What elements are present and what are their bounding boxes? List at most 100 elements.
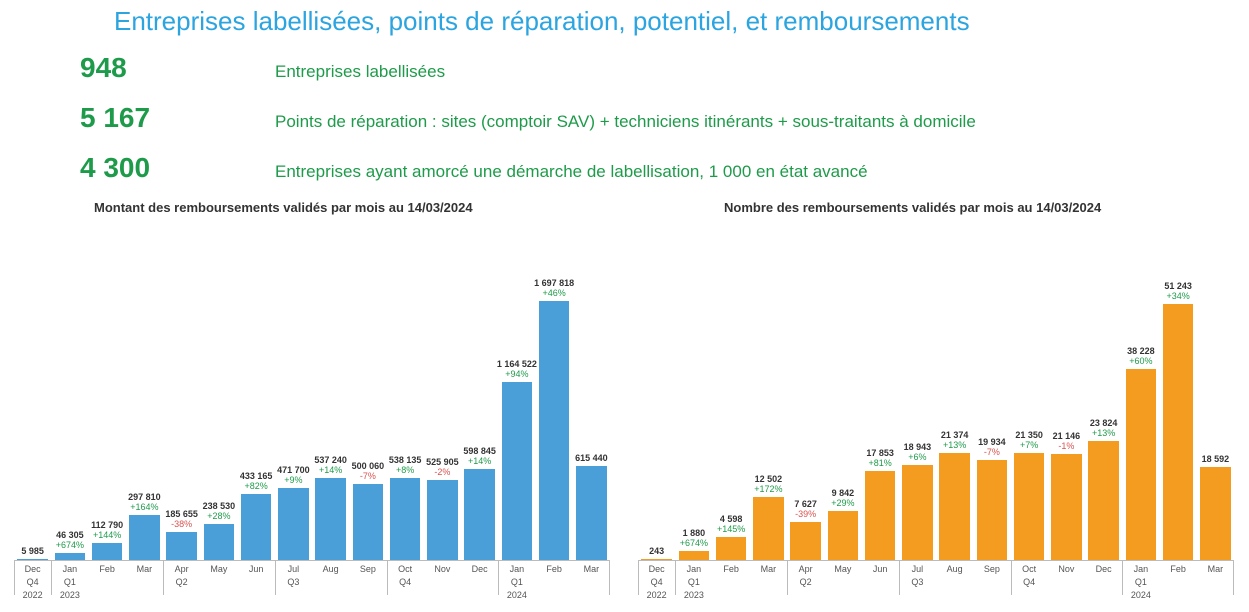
bar-col: 525 905-2% bbox=[424, 458, 461, 560]
x-year bbox=[787, 587, 824, 600]
x-month: Jan bbox=[675, 560, 712, 574]
bar-col: 38 228+60% bbox=[1122, 347, 1159, 560]
bar-value: 5 985 bbox=[21, 547, 44, 557]
bar-col: 5 985 bbox=[14, 547, 51, 560]
x-month: Jan bbox=[498, 560, 535, 574]
stat-value: 4 300 bbox=[80, 152, 275, 184]
bar-label: 21 350+7% bbox=[1015, 431, 1043, 451]
x-month: Apr bbox=[163, 560, 200, 574]
bar-value: 615 440 bbox=[575, 454, 608, 464]
x-year bbox=[899, 587, 936, 600]
x-quarter bbox=[936, 574, 973, 587]
x-year bbox=[824, 587, 861, 600]
bar-pct: -7% bbox=[978, 448, 1006, 458]
x-year bbox=[89, 587, 126, 600]
bar-pct: -7% bbox=[352, 472, 385, 482]
x-month: Dec bbox=[14, 560, 51, 574]
x-month: Mar bbox=[750, 560, 787, 574]
x-year: 2024 bbox=[1122, 587, 1159, 600]
bar-label: 7 627-39% bbox=[794, 500, 817, 520]
bar-col: 19 934-7% bbox=[973, 438, 1010, 560]
bar-pct: +14% bbox=[463, 457, 496, 467]
bar-pct: +144% bbox=[91, 531, 123, 541]
x-year bbox=[1048, 587, 1085, 600]
x-month: Jun bbox=[862, 560, 899, 574]
bar-value: 243 bbox=[649, 547, 664, 557]
x-month: Sep bbox=[349, 560, 386, 574]
bar-pct: +94% bbox=[497, 370, 537, 380]
x-month: Dec bbox=[1085, 560, 1122, 574]
chart-title: Nombre des remboursements validés par mo… bbox=[724, 200, 1101, 215]
bar-label: 598 845+14% bbox=[463, 447, 496, 467]
bar-label: 38 228+60% bbox=[1127, 347, 1155, 367]
x-quarter bbox=[89, 574, 126, 587]
x-year bbox=[275, 587, 312, 600]
bar-pct: -1% bbox=[1053, 442, 1081, 452]
bar-label: 238 530+28% bbox=[203, 502, 236, 522]
stat-row: 948 Entreprises labellisées bbox=[80, 52, 976, 84]
x-quarter: Q4 bbox=[387, 574, 424, 587]
bar bbox=[902, 465, 933, 560]
bar bbox=[502, 382, 533, 560]
bar bbox=[1126, 369, 1157, 560]
stat-text: Points de réparation : sites (comptoir S… bbox=[275, 112, 976, 132]
x-year bbox=[238, 587, 275, 600]
bar-label: 615 440 bbox=[575, 454, 608, 464]
x-month: Feb bbox=[536, 560, 573, 574]
x-quarter bbox=[973, 574, 1010, 587]
bar-col: 538 135+8% bbox=[387, 456, 424, 560]
x-month: Dec bbox=[638, 560, 675, 574]
bar bbox=[166, 532, 197, 560]
stat-text: Entreprises ayant amorcé une démarche de… bbox=[275, 162, 868, 182]
x-quarter bbox=[1048, 574, 1085, 587]
bar-pct: +14% bbox=[314, 466, 347, 476]
stat-value: 5 167 bbox=[80, 102, 275, 134]
bar-pct: +29% bbox=[831, 499, 854, 509]
x-year bbox=[862, 587, 899, 600]
bar-col: 243 bbox=[638, 547, 675, 560]
stats-block: 948 Entreprises labellisées 5 167 Points… bbox=[80, 52, 976, 202]
bar-pct: +9% bbox=[277, 476, 310, 486]
page: Entreprises labellisées, points de répar… bbox=[0, 0, 1249, 612]
x-quarter: Q4 bbox=[1011, 574, 1048, 587]
x-year bbox=[973, 587, 1010, 600]
x-month: Mar bbox=[1197, 560, 1234, 574]
x-quarter: Q2 bbox=[787, 574, 824, 587]
x-quarter bbox=[424, 574, 461, 587]
x-quarter: Q4 bbox=[14, 574, 51, 587]
bar-pct: +164% bbox=[128, 503, 161, 513]
x-quarter bbox=[200, 574, 237, 587]
bar bbox=[204, 524, 235, 560]
x-year bbox=[1160, 587, 1197, 600]
bar-label: 538 135+8% bbox=[389, 456, 422, 476]
bar-pct: -38% bbox=[165, 520, 198, 530]
bar-value: 18 592 bbox=[1202, 455, 1230, 465]
x-month: Jun bbox=[238, 560, 275, 574]
x-year: 2022 bbox=[14, 587, 51, 600]
bar-pct: +172% bbox=[754, 485, 782, 495]
x-month: Nov bbox=[424, 560, 461, 574]
bar-col: 4 598+145% bbox=[713, 515, 750, 560]
bar-pct: +82% bbox=[240, 482, 273, 492]
bar-col: 23 824+13% bbox=[1085, 419, 1122, 560]
x-year bbox=[200, 587, 237, 600]
x-quarter bbox=[1197, 574, 1234, 587]
stat-text: Entreprises labellisées bbox=[275, 62, 445, 82]
stat-row: 4 300 Entreprises ayant amorcé une démar… bbox=[80, 152, 976, 184]
bar-label: 18 943+6% bbox=[904, 443, 932, 463]
x-month: Feb bbox=[89, 560, 126, 574]
x-quarter bbox=[536, 574, 573, 587]
bar-label: 5 985 bbox=[21, 547, 44, 557]
x-year bbox=[387, 587, 424, 600]
bar-col: 18 943+6% bbox=[899, 443, 936, 560]
bar-pct: +81% bbox=[866, 459, 894, 469]
bar bbox=[977, 460, 1008, 560]
chart-area: 2431 880+674%4 598+145%12 502+172%7 627-… bbox=[638, 235, 1234, 560]
bar-col: 18 592 bbox=[1197, 455, 1234, 560]
x-quarter bbox=[238, 574, 275, 587]
x-quarter bbox=[1160, 574, 1197, 587]
bar-col: 21 146-1% bbox=[1048, 432, 1085, 560]
x-year bbox=[461, 587, 498, 600]
bar bbox=[129, 515, 160, 560]
bar-pct: +674% bbox=[680, 539, 708, 549]
